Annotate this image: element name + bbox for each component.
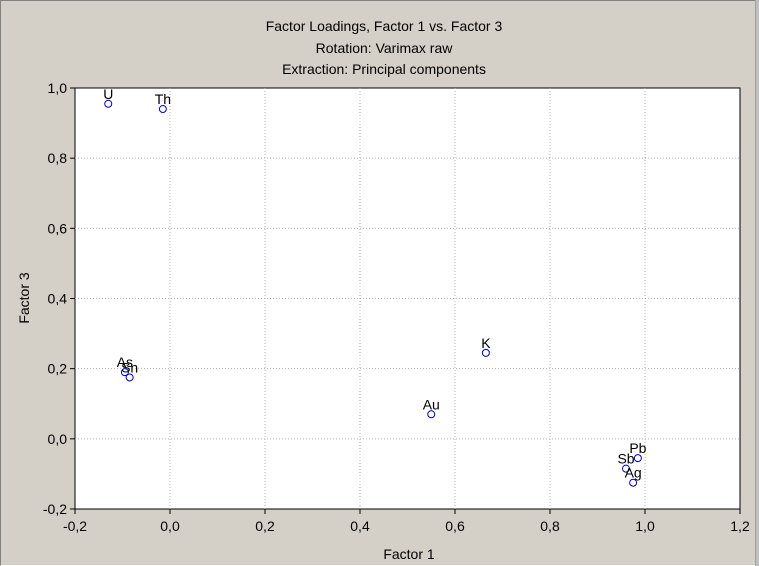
y-tick-label: 0,8 [48,150,68,166]
x-tick-label: -0,2 [63,518,87,534]
chart-subtitle-extraction: Extraction: Principal components [282,61,486,77]
chart-title: Factor Loadings, Factor 1 vs. Factor 3 [266,18,503,34]
window-edge [755,0,759,566]
x-axis-ticks: -0,2 0,0 0,2 0,4 0,6 0,8 1,0 1,2 [63,509,750,534]
point-label-sb: Sb [617,451,634,467]
x-tick-label: 0,2 [255,518,275,534]
point-label-u: U [103,86,113,102]
point-label-k: K [481,335,491,351]
point-label-as: As [117,354,133,370]
x-tick-label: 0,4 [350,518,370,534]
data-point-k [481,348,490,357]
data-point-pb [633,454,642,463]
x-tick-label: 0,8 [540,518,560,534]
data-point-th [158,105,167,114]
y-tick-label: 1,0 [48,80,68,96]
y-tick-label: 0,2 [48,361,68,377]
data-point-as [120,368,129,377]
x-tick-label: 1,0 [635,518,655,534]
y-axis-label: Factor 3 [16,272,32,324]
point-label-au: Au [423,396,440,412]
chart-titles: Factor Loadings, Factor 1 vs. Factor 3 R… [266,18,503,77]
x-axis-label: Factor 1 [383,546,435,562]
y-tick-label: 0,0 [48,431,68,447]
data-point-au [427,410,436,419]
x-tick-label: 0,6 [445,518,465,534]
y-tick-label: 0,4 [48,291,68,307]
point-label-pb: Pb [629,440,646,456]
data-point-u [104,99,113,108]
y-tick-label: 0,6 [48,220,68,236]
y-tick-label: -0,2 [43,501,67,517]
point-label-sn: Sn [121,359,138,375]
point-label-ag: Ag [625,465,642,481]
point-label-th: Th [155,91,171,107]
x-tick-label: 1,2 [730,518,750,534]
x-tick-label: 0,0 [160,518,180,534]
chart-subtitle-rotation: Rotation: Varimax raw [316,40,454,56]
data-point-sb [622,464,630,473]
grid-lines [75,88,740,509]
plot-area [74,87,741,510]
data-point-ag [629,478,638,487]
y-axis-ticks: 1,0 0,8 0,6 0,4 0,2 0,0 -0,2 [43,80,75,517]
data-point-sn [125,373,134,382]
